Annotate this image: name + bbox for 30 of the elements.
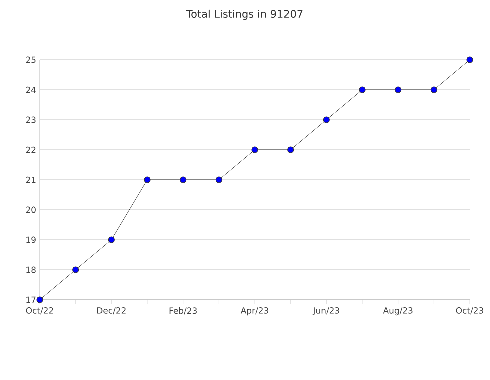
y-tick-label: 19	[26, 236, 36, 244]
x-tick-label: Aug/23	[383, 308, 413, 316]
x-tick-label: Apr/23	[240, 308, 268, 316]
point	[252, 146, 258, 154]
y-tick-label: 22	[26, 146, 36, 154]
point	[72, 266, 80, 274]
point	[144, 176, 151, 184]
point	[323, 116, 330, 124]
y-tick-label: 17	[26, 296, 36, 304]
point	[395, 86, 402, 94]
point	[466, 56, 474, 64]
y-tick-label: 18	[26, 266, 36, 274]
point	[108, 236, 115, 244]
point	[430, 86, 438, 94]
y-tick-label: 23	[26, 116, 36, 124]
y-tick-label: 25	[26, 56, 36, 64]
x-tick-label: Oct/23	[456, 308, 484, 315]
point	[216, 176, 222, 184]
point	[36, 296, 44, 304]
x-tick-label: Feb/23	[170, 308, 197, 315]
x-tick-label: Oct/22	[26, 308, 54, 315]
y-tick-label: 20	[26, 206, 36, 214]
x-tick-label: Jun/23	[312, 308, 340, 316]
point	[288, 146, 294, 154]
point	[359, 86, 366, 94]
y-tick-label: 24	[26, 86, 36, 94]
point	[180, 176, 187, 184]
x-tick-label: Dec/22	[97, 308, 126, 315]
y-tick-label: 21	[26, 176, 36, 184]
chart-title: Total Listings in 91207	[186, 10, 303, 20]
